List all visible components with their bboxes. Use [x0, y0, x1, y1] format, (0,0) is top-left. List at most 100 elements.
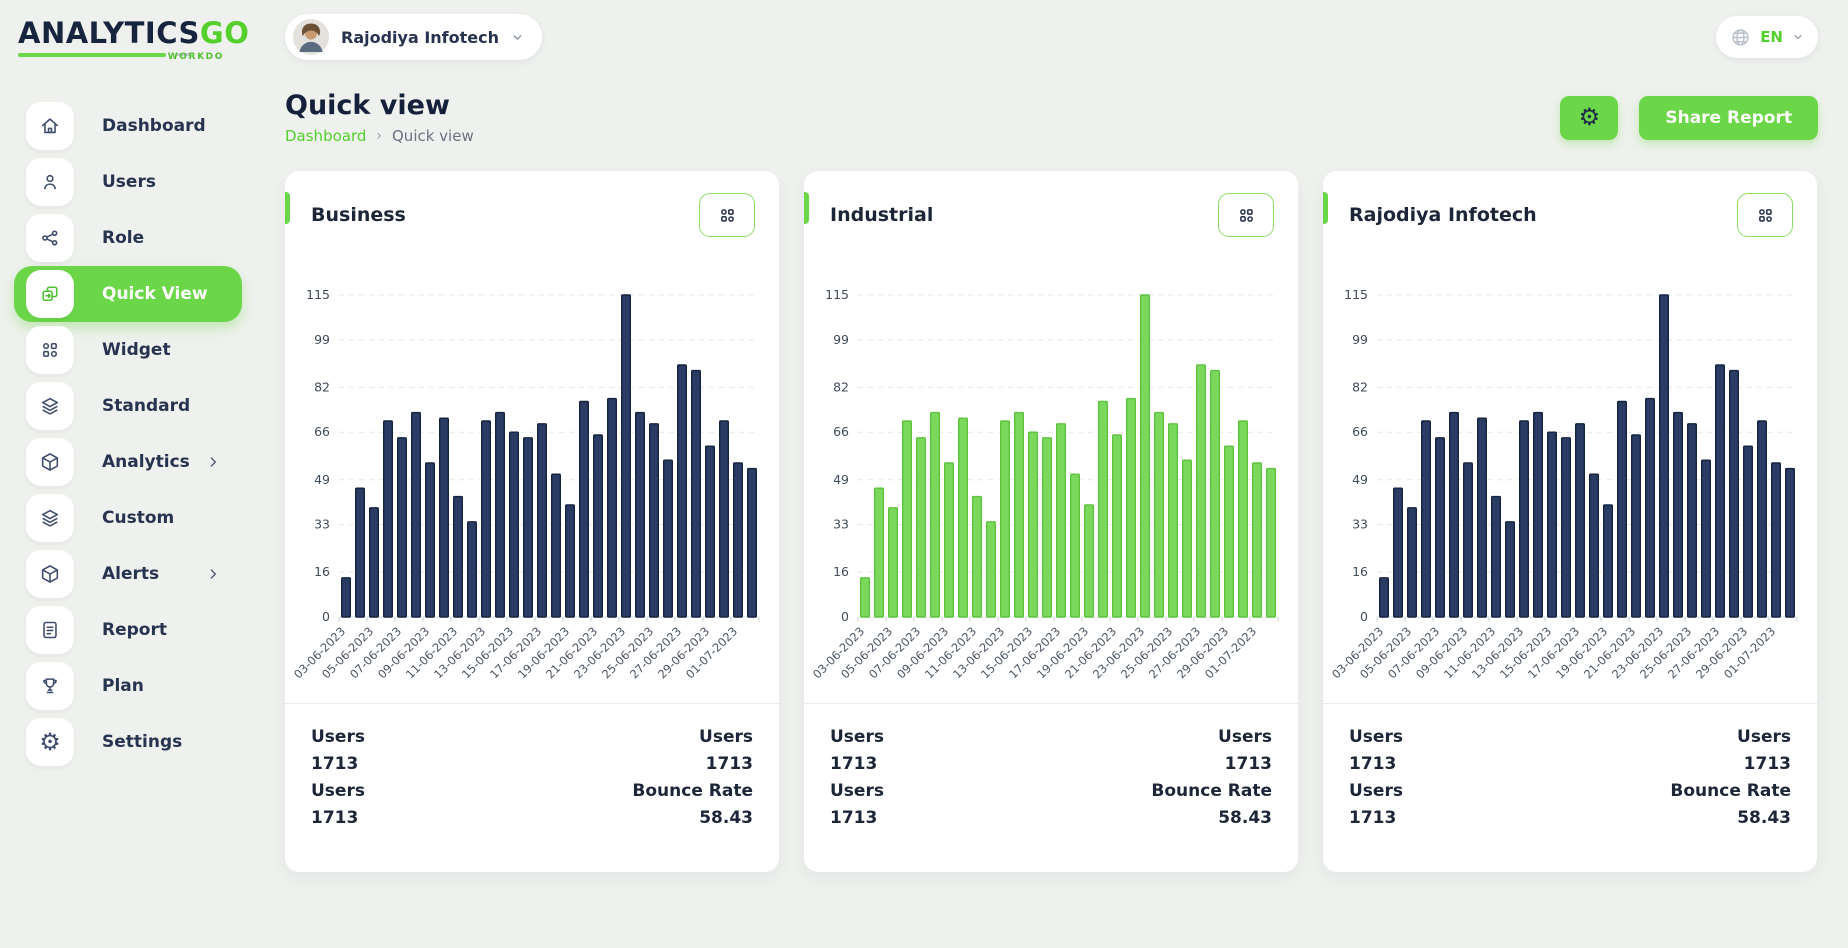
- sidebar-item-label: Plan: [102, 676, 144, 696]
- widget-grid-icon: [26, 326, 74, 374]
- svg-text:99: 99: [1352, 332, 1368, 347]
- stat-label: Bounce Rate: [1670, 781, 1791, 802]
- stat-label: Users: [1349, 727, 1403, 748]
- stat-label: Bounce Rate: [1151, 781, 1272, 802]
- sidebar-item-standard[interactable]: Standard: [0, 378, 252, 434]
- svg-text:49: 49: [1352, 472, 1368, 487]
- stat-label: Users: [311, 781, 365, 802]
- quick-view-icon: [26, 270, 74, 318]
- card-business: Business 0 16 33 49 66 82 99 115 03-06-2023 05-06…: [285, 171, 779, 873]
- svg-text:33: 33: [1352, 517, 1368, 532]
- page-heading-block: Quick view Dashboard › Quick view: [285, 90, 474, 145]
- layers-icon: [26, 494, 74, 542]
- card-rajodiya-infotech: Rajodiya Infotech 0 16 33 49 66 82 99 115 03-06-…: [1323, 171, 1817, 873]
- trophy-icon: [26, 662, 74, 710]
- svg-text:82: 82: [314, 379, 330, 394]
- page-title: Quick view: [285, 90, 450, 121]
- stat-value: 58.43: [699, 808, 753, 829]
- stat-label: Users: [699, 727, 753, 748]
- report-doc-icon: [26, 606, 74, 654]
- stat-value: 1713: [1224, 754, 1272, 775]
- stat-label: Users: [1349, 781, 1403, 802]
- svg-text:49: 49: [314, 472, 330, 487]
- share-report-button[interactable]: Share Report: [1639, 96, 1818, 140]
- settings-button[interactable]: ⚙: [1560, 96, 1619, 140]
- sidebar-item-label: Standard: [102, 396, 191, 416]
- stat-value: 1713: [830, 808, 878, 829]
- cards-row: Business 0 16 33 49 66 82 99 115 03-06-2023 05-06…: [285, 171, 1818, 873]
- card-header: Rajodiya Infotech: [1323, 171, 1817, 243]
- chevron-down-icon: [1792, 31, 1804, 43]
- globe-icon: [1730, 27, 1751, 48]
- breadcrumb-dashboard-link[interactable]: Dashboard: [285, 127, 367, 146]
- sidebar-item-custom[interactable]: Custom: [0, 490, 252, 546]
- breadcrumb: Dashboard › Quick view: [285, 127, 474, 145]
- svg-text:66: 66: [833, 424, 849, 439]
- layers-icon: [26, 382, 74, 430]
- svg-text:33: 33: [314, 517, 330, 532]
- sidebar-item-quick-view[interactable]: Quick View: [14, 266, 242, 322]
- gear-icon: ⚙: [1578, 104, 1601, 131]
- user-icon: [26, 158, 74, 206]
- card-header: Business: [285, 171, 779, 243]
- stat-value: 1713: [1349, 754, 1397, 775]
- stat-value: 58.43: [1218, 808, 1272, 829]
- chevron-right-icon: [206, 567, 220, 581]
- card-grid-button[interactable]: [699, 193, 755, 238]
- sidebar-item-settings[interactable]: ⚙ Settings: [0, 714, 252, 770]
- stat-label: Users: [1218, 727, 1272, 748]
- sidebar-item-report[interactable]: Report: [0, 602, 252, 658]
- stat-value: 1713: [705, 754, 753, 775]
- sidebar-item-label: Widget: [102, 340, 171, 360]
- sidebar-nav: Dashboard Users Role Quick View: [0, 98, 252, 770]
- cube-icon: [26, 438, 74, 486]
- sidebar-item-dashboard[interactable]: Dashboard: [0, 98, 252, 154]
- sidebar-item-label: Alerts: [102, 564, 160, 584]
- bar-chart-business: 0 16 33 49 66 82 99 115 03-06-2023 05-06-2023 07-0…: [285, 265, 779, 689]
- stats-left: Users 1713 Users 1713: [311, 724, 365, 831]
- breadcrumb-separator: ›: [376, 128, 382, 145]
- card-grid-button[interactable]: [1218, 193, 1274, 238]
- company-menu[interactable]: Rajodiya Infotech: [285, 14, 542, 60]
- cube-icon: [26, 550, 74, 598]
- sidebar-item-label: Settings: [102, 732, 183, 752]
- card-header: Industrial: [804, 171, 1298, 243]
- stats-left: Users 1713 Users 1713: [1349, 724, 1403, 831]
- svg-text:66: 66: [314, 424, 330, 439]
- sidebar-item-analytics[interactable]: Analytics: [0, 434, 252, 490]
- svg-text:115: 115: [825, 287, 849, 302]
- stat-label: Users: [311, 727, 365, 748]
- sidebar: ANALYTICSGO WORKDO Dashboard Users: [0, 0, 252, 948]
- sidebar-item-alerts[interactable]: Alerts: [0, 546, 252, 602]
- sidebar-item-widget[interactable]: Widget: [0, 322, 252, 378]
- sidebar-item-label: Dashboard: [102, 116, 206, 136]
- svg-text:99: 99: [833, 332, 849, 347]
- card-industrial: Industrial 0 16 33 49 66 82 99 115 03-06-2023 05-…: [804, 171, 1298, 873]
- sidebar-item-role[interactable]: Role: [0, 210, 252, 266]
- svg-text:0: 0: [322, 609, 330, 624]
- bar-chart-rajodiya-infotech: 0 16 33 49 66 82 99 115 03-06-2023 05-06-2023 07-0…: [1323, 265, 1817, 689]
- language-menu[interactable]: EN: [1716, 16, 1818, 58]
- company-name: Rajodiya Infotech: [341, 27, 499, 47]
- svg-text:49: 49: [833, 472, 849, 487]
- sidebar-item-users[interactable]: Users: [0, 154, 252, 210]
- card-title: Business: [311, 204, 406, 227]
- stat-label: Bounce Rate: [632, 781, 753, 802]
- card-stats: Users 1713 Users 1713 Users 1713 Bounce …: [804, 703, 1298, 831]
- brand-underline: [18, 52, 238, 57]
- sidebar-item-plan[interactable]: Plan: [0, 658, 252, 714]
- card-title: Rajodiya Infotech: [1349, 204, 1537, 227]
- card-grid-button[interactable]: [1737, 193, 1793, 238]
- brand-name-primary: ANALYTICS: [18, 16, 200, 50]
- sidebar-item-label: Users: [102, 172, 156, 192]
- bar-chart-industrial: 0 16 33 49 66 82 99 115 03-06-2023 05-06-2023 07-0…: [804, 265, 1298, 689]
- share-nodes-icon: [26, 214, 74, 262]
- svg-text:115: 115: [306, 287, 330, 302]
- stats-right: Users 1713 Bounce Rate 58.43: [1670, 724, 1791, 831]
- stat-value: 1713: [1349, 808, 1397, 829]
- gear-icon: ⚙: [26, 718, 74, 766]
- sidebar-item-label: Role: [102, 228, 145, 248]
- chevron-down-icon: [511, 31, 524, 44]
- svg-text:16: 16: [314, 564, 330, 579]
